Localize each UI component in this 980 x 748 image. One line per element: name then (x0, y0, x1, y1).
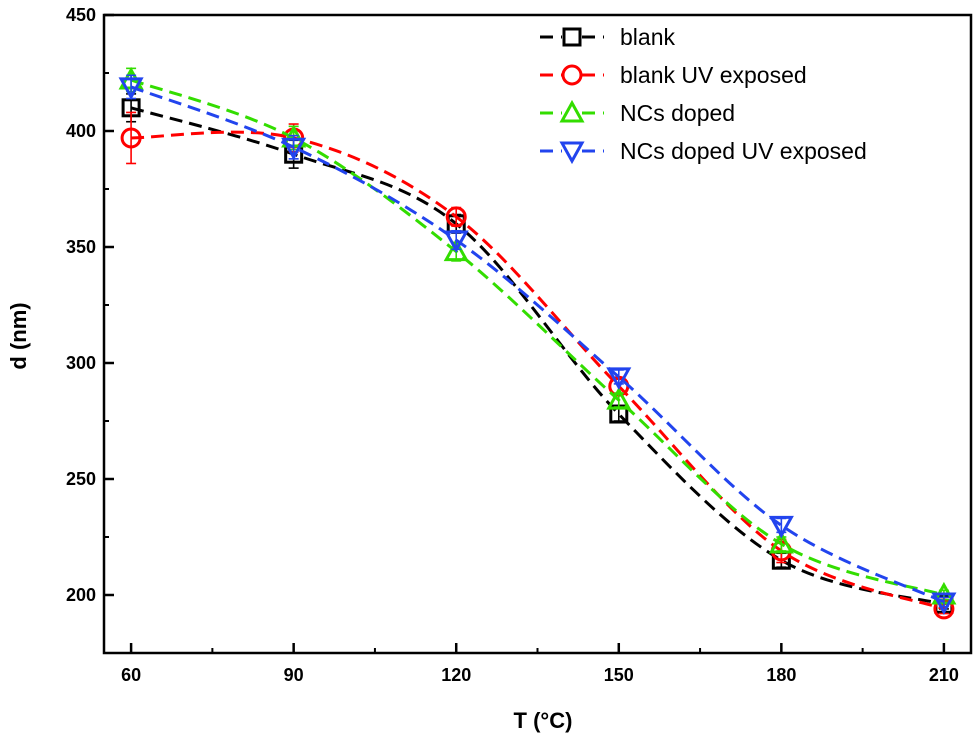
legend-item: NCs doped UV exposed (540, 138, 867, 165)
legend-item: NCs doped (540, 99, 735, 126)
y-tick-label: 200 (66, 585, 96, 605)
x-axis-title: T (°C) (514, 708, 573, 733)
data-point (768, 530, 794, 554)
data-point (606, 387, 632, 410)
series-layer (118, 66, 957, 620)
y-axis-title: d (nm) (6, 302, 31, 369)
x-tick-label: 120 (441, 665, 471, 685)
x-tick-label: 90 (284, 665, 304, 685)
series-line (130, 78, 945, 597)
x-tick-label: 180 (766, 665, 796, 685)
x-tick-label: 150 (604, 665, 634, 685)
data-point (281, 137, 307, 161)
legend-label: NCs doped UV exposed (620, 138, 867, 164)
legend-marker-bg (562, 25, 582, 49)
series-1 (121, 93, 954, 614)
legend: blank blank UV exposed NCs doped NCs doped … (540, 24, 867, 165)
axes-layer: 60 90 120 150 180 210 200 250 300 350 400 450 (66, 5, 973, 685)
legend-label: blank (620, 24, 675, 50)
legend-label: NCs doped (620, 100, 735, 126)
x-tick-label: 60 (121, 665, 141, 685)
data-point (120, 127, 142, 149)
data-point (118, 77, 144, 101)
legend-marker-bg (562, 139, 582, 163)
data-point (445, 206, 467, 228)
series-line (131, 130, 945, 611)
data-point (931, 592, 957, 616)
x-tick-label: 210 (929, 665, 959, 685)
y-tick-label: 450 (66, 5, 96, 25)
legend-marker (562, 27, 582, 47)
series-2 (120, 111, 955, 620)
legend-marker (559, 141, 585, 165)
y-tick-label: 300 (66, 353, 96, 373)
y-tick-label: 350 (66, 237, 96, 257)
series-line (130, 106, 945, 606)
legend-marker (561, 64, 583, 86)
legend-item: blank UV exposed (540, 62, 807, 88)
series-4 (118, 74, 957, 616)
legend-label: blank UV exposed (620, 62, 807, 88)
legend-marker-bg (562, 101, 582, 125)
legend-item: blank (540, 24, 675, 50)
legend-marker (559, 99, 585, 123)
series-line (130, 85, 945, 604)
data-point (443, 230, 469, 254)
data-point (606, 367, 632, 391)
data-point (443, 238, 469, 262)
data-point (768, 515, 794, 539)
y-tick-label: 250 (66, 469, 96, 489)
y-tick-label: 400 (66, 121, 96, 141)
